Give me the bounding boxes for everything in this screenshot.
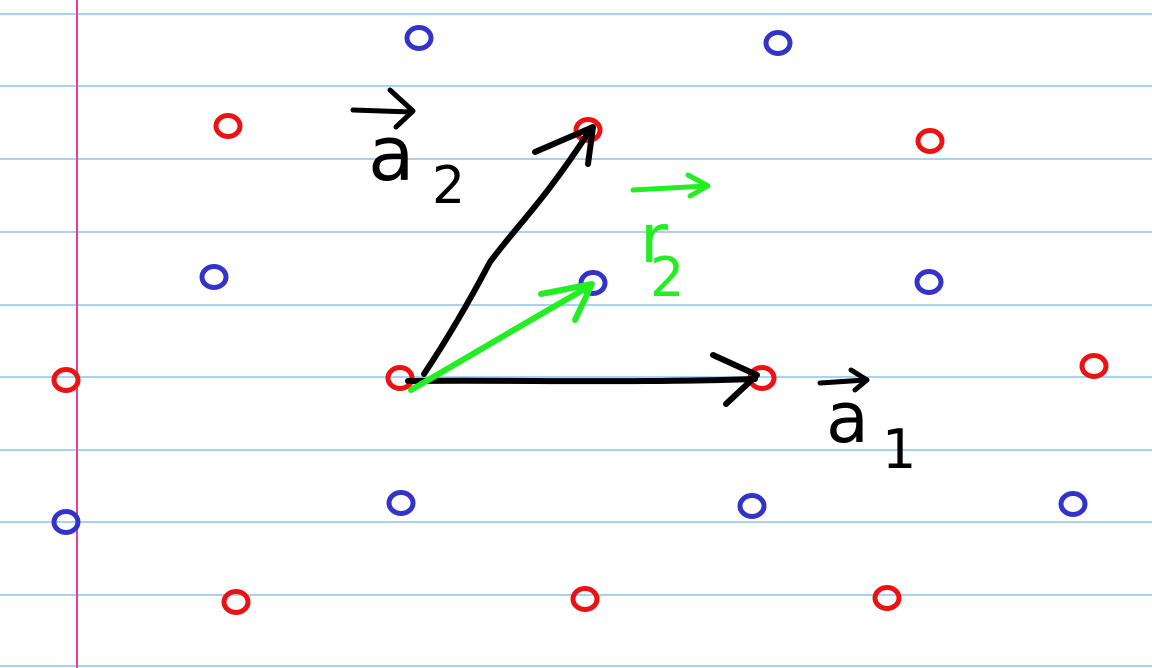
r2-label-subscript: 2 <box>650 246 684 309</box>
basis-vector-r2-arrow <box>408 281 595 393</box>
red-lattice-site <box>51 367 81 393</box>
a2-head <box>532 124 596 167</box>
r2-overarrow <box>630 172 711 199</box>
blue-lattice-site <box>914 269 944 295</box>
blue-lattice-site <box>386 490 416 516</box>
blue-lattice-site <box>199 264 229 290</box>
blue-lattice-site <box>404 25 434 51</box>
label-overarrows <box>350 87 870 393</box>
red-lattice-site <box>1079 353 1109 379</box>
a2-label-subscript: 2 <box>432 156 465 216</box>
a2-label-letter: a <box>368 109 415 198</box>
red-lattice-site <box>221 589 251 615</box>
blue-lattice-site <box>1058 491 1088 517</box>
r2-shaft <box>408 283 593 393</box>
lattice-vector-a2-arrow <box>421 124 596 377</box>
red-lattice-site <box>213 113 243 139</box>
r2-label-letter: r <box>640 200 668 279</box>
a1-overarrow <box>817 367 870 393</box>
blue-lattice-site <box>763 30 793 56</box>
red-lattice-site <box>570 586 600 612</box>
a1-label-subscript: 1 <box>882 418 916 481</box>
red-lattice-site <box>573 117 603 143</box>
lattice-vector-a1-arrow <box>405 352 760 407</box>
a1-label-letter: a <box>826 377 869 459</box>
a1-shaft <box>405 376 758 385</box>
r2-head <box>538 281 595 323</box>
a2-shaft <box>421 127 593 377</box>
red-lattice-site <box>872 585 902 611</box>
a2-overarrow <box>350 87 416 130</box>
blue-lattice-site <box>578 270 608 296</box>
vector-labels: a 2 a 1 r 2 <box>368 109 916 481</box>
blue-lattice-site <box>737 493 767 519</box>
blue-lattice-site <box>51 509 81 535</box>
red-lattice-site <box>915 128 945 154</box>
a1-head <box>710 352 760 407</box>
